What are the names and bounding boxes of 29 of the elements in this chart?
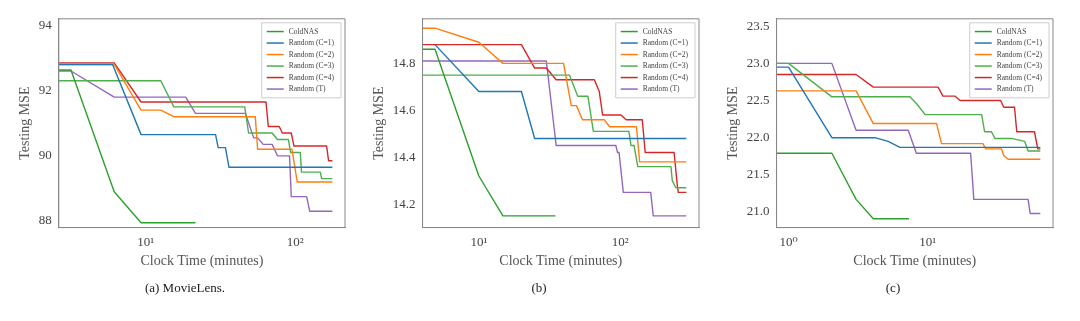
x-tick-label: 10⁰	[779, 233, 798, 249]
y-tick-label: 14.2	[392, 195, 416, 211]
x-axis-title: Clock Time (minutes)	[499, 253, 623, 270]
y-tick-label: 23.5	[746, 17, 770, 33]
y-tick-label: 14.6	[392, 101, 417, 117]
y-tick-label: 90	[38, 147, 52, 163]
y-tick-label: 22.5	[746, 91, 770, 107]
x-tick-label: 10²	[286, 233, 304, 249]
y-tick-label: 14.4	[392, 148, 417, 164]
y-tick-label: 14.8	[392, 54, 416, 70]
x-tick-label: 10¹	[137, 233, 155, 249]
x-axis-title: Clock Time (minutes)	[140, 253, 264, 270]
y-tick-label: 92	[38, 82, 52, 97]
y-axis-title: Testing MSE	[371, 86, 387, 160]
x-tick-label: 10¹	[470, 233, 488, 249]
y-tick-label: 88	[38, 212, 52, 228]
x-axis-title: Clock Time (minutes)	[853, 253, 977, 270]
y-tick-label: 23.0	[746, 54, 770, 70]
y-axis-title: Testing MSE	[725, 86, 741, 160]
y-tick-label: 94	[38, 16, 53, 32]
y-tick-label: 21.0	[746, 203, 770, 219]
y-tick-label: 22.0	[746, 129, 770, 145]
y-tick-label: 21.5	[746, 166, 770, 182]
text: (a) MovieLens.	[144, 280, 226, 296]
x-tick-label: 10²	[611, 233, 629, 249]
y-axis-title: Testing MSE	[17, 86, 33, 160]
x-tick-label: 10¹	[919, 233, 937, 249]
text: (c)	[885, 280, 901, 296]
text: (b)	[531, 280, 547, 296]
